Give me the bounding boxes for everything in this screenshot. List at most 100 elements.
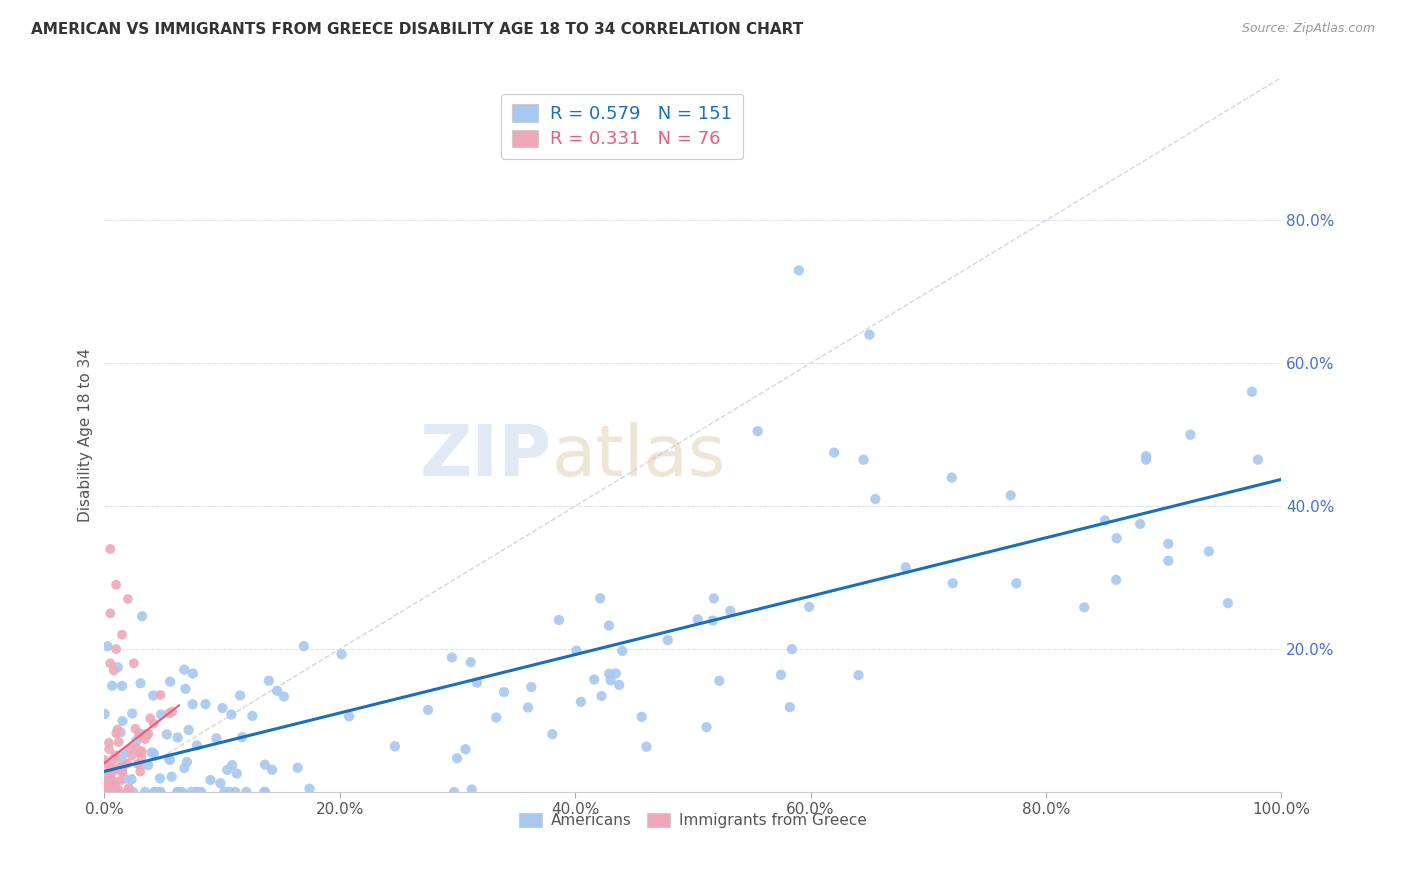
Point — [98, 785, 121, 799]
Point — [186, 739, 208, 753]
Point — [100, 785, 122, 799]
Point — [129, 676, 152, 690]
Point — [96, 785, 118, 799]
Point — [131, 744, 153, 758]
Point — [253, 757, 276, 772]
Point — [769, 668, 792, 682]
Point — [1157, 554, 1180, 568]
Point — [262, 763, 284, 777]
Point — [1000, 488, 1022, 502]
Point — [111, 628, 134, 642]
Point — [205, 731, 228, 746]
Point — [104, 748, 127, 763]
Point — [101, 785, 124, 799]
Point — [173, 663, 195, 677]
Point — [591, 689, 613, 703]
Point — [221, 758, 243, 772]
Point — [211, 701, 233, 715]
Point — [139, 711, 162, 725]
Point — [865, 491, 887, 506]
Point — [465, 675, 488, 690]
Point — [214, 785, 236, 799]
Point — [200, 772, 222, 787]
Point — [607, 678, 630, 692]
Point — [129, 746, 152, 760]
Point — [136, 727, 159, 741]
Point — [103, 785, 125, 799]
Point — [569, 695, 592, 709]
Point — [112, 747, 135, 761]
Point — [235, 785, 257, 799]
Point — [105, 785, 128, 799]
Point — [111, 679, 134, 693]
Point — [134, 732, 156, 747]
Point — [696, 720, 718, 734]
Point — [149, 772, 172, 786]
Point — [169, 785, 191, 799]
Point — [117, 785, 139, 799]
Point — [686, 612, 709, 626]
Point — [134, 727, 156, 741]
Text: AMERICAN VS IMMIGRANTS FROM GREECE DISABILITY AGE 18 TO 34 CORRELATION CHART: AMERICAN VS IMMIGRANTS FROM GREECE DISAB… — [31, 22, 803, 37]
Point — [224, 785, 246, 799]
Point — [703, 591, 725, 606]
Point — [97, 785, 120, 799]
Point — [589, 591, 612, 606]
Point — [97, 785, 120, 799]
Point — [142, 747, 165, 761]
Point — [460, 655, 482, 669]
Point — [97, 736, 120, 750]
Point — [657, 632, 679, 647]
Point — [98, 607, 121, 621]
Text: atlas: atlas — [551, 422, 725, 491]
Point — [135, 728, 157, 742]
Point — [131, 750, 153, 764]
Point — [128, 726, 150, 740]
Point — [229, 689, 252, 703]
Point — [114, 772, 136, 786]
Point — [541, 727, 564, 741]
Point — [779, 700, 801, 714]
Point — [149, 688, 172, 702]
Point — [143, 785, 166, 799]
Point — [180, 785, 202, 799]
Point — [98, 742, 121, 756]
Point — [1247, 452, 1270, 467]
Point — [100, 765, 122, 780]
Point — [159, 753, 181, 767]
Point — [120, 741, 142, 756]
Point — [173, 761, 195, 775]
Point — [702, 614, 724, 628]
Point — [181, 666, 204, 681]
Point — [104, 785, 127, 799]
Point — [142, 716, 165, 731]
Point — [166, 785, 188, 799]
Point — [101, 764, 124, 779]
Y-axis label: Disability Age 18 to 34: Disability Age 18 to 34 — [79, 348, 93, 522]
Point — [787, 263, 810, 277]
Point — [93, 706, 115, 721]
Point — [121, 772, 143, 787]
Point — [124, 722, 146, 736]
Point — [1073, 600, 1095, 615]
Point — [100, 781, 122, 796]
Point — [97, 757, 120, 772]
Text: Source: ZipAtlas.com: Source: ZipAtlas.com — [1241, 22, 1375, 36]
Point — [98, 768, 121, 782]
Point — [186, 785, 208, 799]
Point — [565, 643, 588, 657]
Point — [520, 680, 543, 694]
Point — [461, 782, 484, 797]
Point — [240, 709, 263, 723]
Point — [101, 762, 124, 776]
Point — [454, 742, 477, 756]
Point — [941, 470, 963, 484]
Point — [129, 764, 152, 779]
Point — [110, 725, 132, 739]
Point — [103, 752, 125, 766]
Point — [107, 735, 129, 749]
Point — [186, 785, 208, 799]
Point — [174, 681, 197, 696]
Point — [105, 726, 128, 740]
Point — [97, 764, 120, 778]
